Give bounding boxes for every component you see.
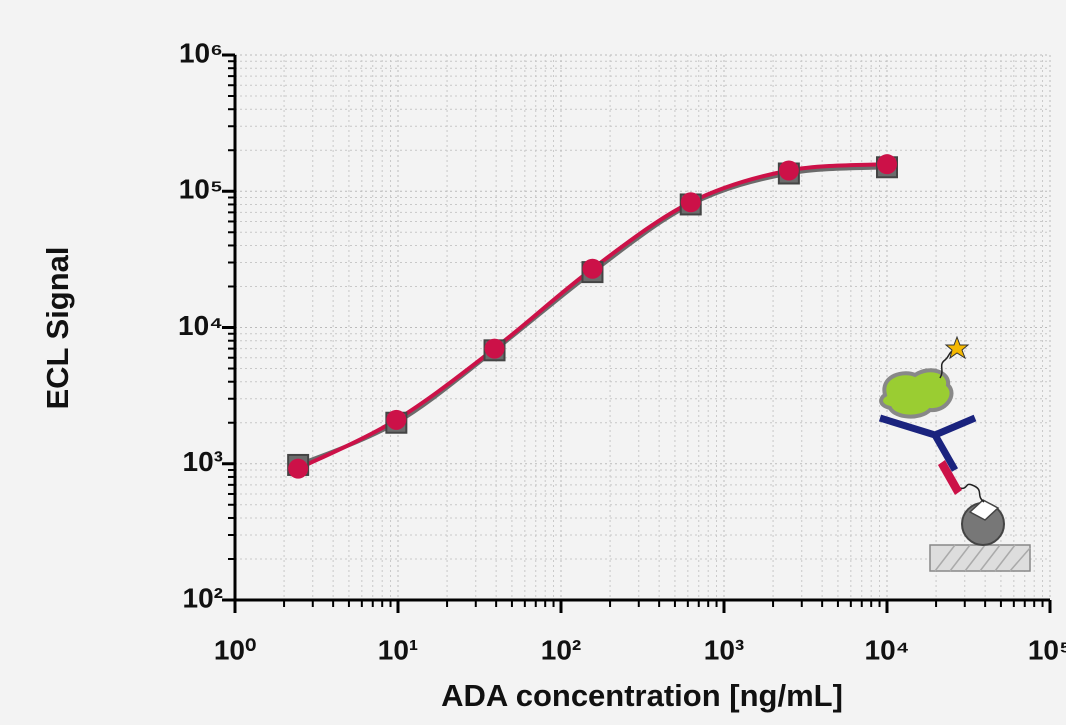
x-axis-title: ADA concentration [ng/mL]: [441, 678, 843, 713]
assay-illustration: [878, 335, 1031, 572]
marker-circle: [386, 409, 407, 430]
x-tick-label: 10⁴: [865, 634, 910, 665]
plot: [287, 154, 898, 479]
biotin-pocket: [968, 499, 1000, 521]
y-tick-label: 10⁶: [179, 37, 223, 68]
marker-circle: [778, 160, 799, 181]
x-tick-label: 10³: [704, 634, 744, 665]
x-tick-label: 10²: [541, 634, 581, 665]
hatching: [934, 544, 1031, 572]
y-tick-label: 10²: [183, 582, 223, 613]
marker-circle: [582, 258, 603, 279]
sulfo-tag: [944, 335, 970, 360]
grid: [234, 54, 1051, 601]
marker-circle: [484, 338, 505, 359]
marker-circle: [288, 458, 309, 479]
antibody: [878, 414, 977, 472]
y-tick-label: 10³: [183, 446, 223, 477]
x-tick-label: 10¹: [378, 634, 418, 665]
y-tick-label: 10⁴: [178, 310, 223, 341]
drug-sulfotag: [879, 368, 954, 419]
marker-circle: [680, 192, 701, 213]
x-tick-label: 10⁰: [214, 634, 256, 665]
y-tick-label: 10⁵: [179, 174, 223, 205]
tag-linker: [939, 349, 956, 379]
linker: [959, 483, 985, 503]
drug-biotin: [938, 460, 962, 495]
marker-circle: [877, 154, 897, 175]
x-tick-label: 10⁵: [1028, 634, 1066, 665]
y-axis-title: ECL Signal: [40, 246, 75, 409]
axes: 10⁰ 10¹ 10² 10³ 10⁴ 10⁵ 10² 10³ 10⁴ 10⁵ 10⁶: [178, 37, 1066, 665]
